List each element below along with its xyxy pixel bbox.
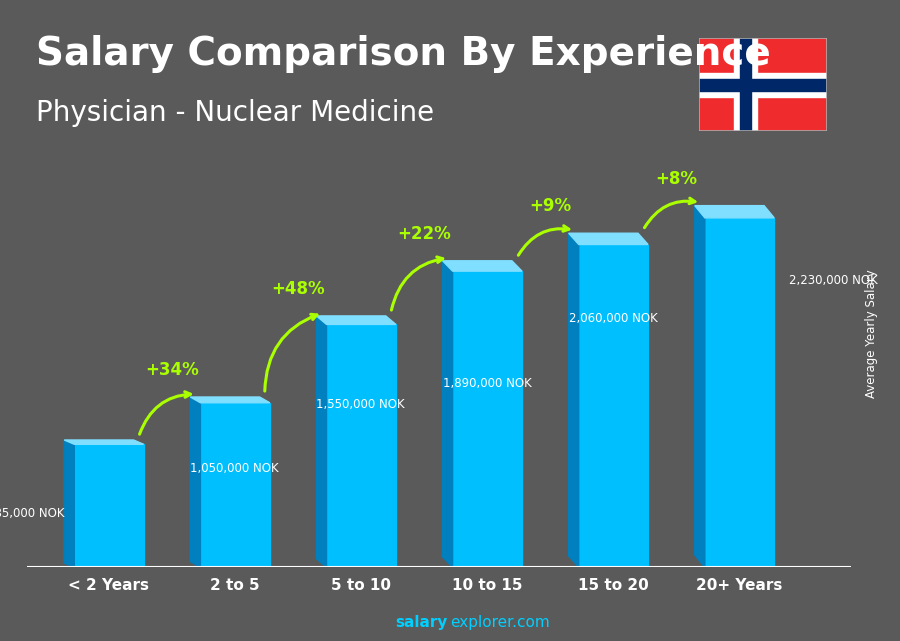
Text: Physician - Nuclear Medicine: Physician - Nuclear Medicine <box>36 99 434 128</box>
Polygon shape <box>190 397 201 567</box>
Text: 785,000 NOK: 785,000 NOK <box>0 506 64 520</box>
Bar <box>579 244 648 567</box>
Text: Average Yearly Salary: Average Yearly Salary <box>865 269 878 397</box>
Text: 2,060,000 NOK: 2,060,000 NOK <box>569 312 657 325</box>
Bar <box>699 73 826 97</box>
Text: +9%: +9% <box>529 197 572 215</box>
Text: 1,550,000 NOK: 1,550,000 NOK <box>317 398 405 411</box>
Text: +22%: +22% <box>398 225 451 243</box>
Text: Salary Comparison By Experience: Salary Comparison By Experience <box>36 35 770 73</box>
Polygon shape <box>569 233 648 244</box>
Polygon shape <box>569 233 579 567</box>
Polygon shape <box>317 316 396 324</box>
Text: 1,050,000 NOK: 1,050,000 NOK <box>190 462 279 475</box>
Text: +34%: +34% <box>145 361 199 379</box>
Text: +8%: +8% <box>655 170 698 188</box>
Bar <box>699 79 826 91</box>
Polygon shape <box>443 261 453 567</box>
Polygon shape <box>190 397 270 403</box>
Bar <box>705 218 774 567</box>
Bar <box>327 324 396 567</box>
Polygon shape <box>64 440 144 444</box>
Text: 2,230,000 NOK: 2,230,000 NOK <box>789 274 878 287</box>
Text: explorer.com: explorer.com <box>450 615 550 630</box>
Text: salary: salary <box>395 615 447 630</box>
Polygon shape <box>64 440 75 567</box>
Bar <box>740 38 752 131</box>
Polygon shape <box>443 261 522 271</box>
Polygon shape <box>317 316 327 567</box>
Bar <box>453 271 522 567</box>
Bar <box>734 38 757 131</box>
Bar <box>201 403 270 567</box>
Polygon shape <box>695 206 774 218</box>
Bar <box>75 444 144 567</box>
Polygon shape <box>695 206 705 567</box>
Text: +48%: +48% <box>271 280 325 298</box>
Text: 1,890,000 NOK: 1,890,000 NOK <box>443 377 531 390</box>
